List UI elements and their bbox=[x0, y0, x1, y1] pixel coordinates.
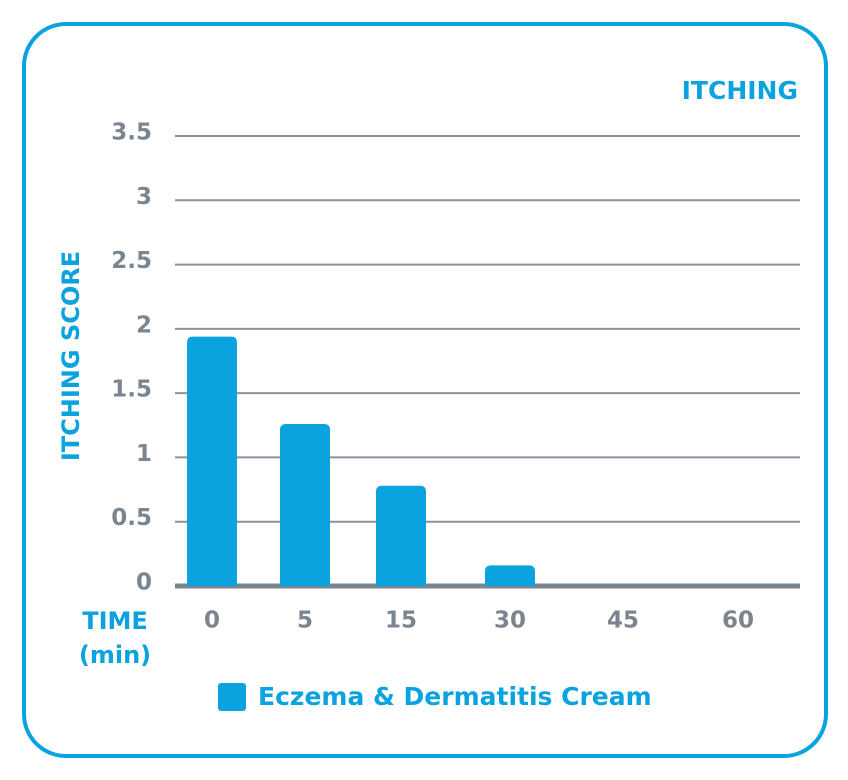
x-axis-label: TIME (min) bbox=[78, 607, 152, 669]
x-tick-label: 30 bbox=[494, 608, 526, 634]
x-tick-label: 0 bbox=[204, 608, 220, 634]
x-tick-label: 45 bbox=[607, 608, 639, 634]
bar bbox=[280, 424, 330, 586]
y-tick-label: 3.5 bbox=[111, 120, 152, 146]
y-tick-label: 2 bbox=[136, 312, 152, 338]
bar bbox=[485, 565, 535, 586]
legend-label: Eczema & Dermatitis Cream bbox=[258, 682, 652, 711]
y-axis-label: ITCHING SCORE bbox=[57, 251, 85, 461]
y-tick-label: 0.5 bbox=[111, 505, 152, 531]
frame bbox=[22, 22, 828, 758]
y-tick-label: 3 bbox=[136, 184, 152, 210]
legend-swatch bbox=[218, 683, 246, 711]
y-tick-label: 0 bbox=[136, 570, 152, 596]
chart-title: ITCHING bbox=[682, 76, 798, 105]
y-tick-label: 1 bbox=[136, 441, 152, 467]
y-tick-label: 2.5 bbox=[111, 248, 152, 274]
bar bbox=[376, 485, 426, 586]
x-tick-label: 60 bbox=[722, 608, 754, 634]
y-tick-label: 1.5 bbox=[111, 377, 152, 403]
bar bbox=[187, 336, 237, 586]
x-tick-label: 5 bbox=[297, 608, 313, 634]
x-tick-label: 15 bbox=[385, 608, 417, 634]
